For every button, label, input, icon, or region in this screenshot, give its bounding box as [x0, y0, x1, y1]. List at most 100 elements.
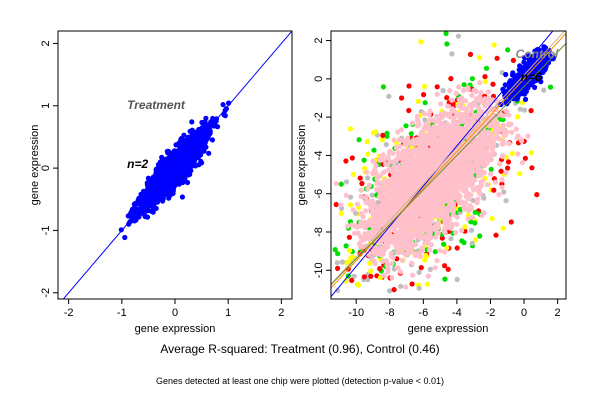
data-point: [493, 232, 499, 238]
data-point: [222, 107, 228, 114]
data-point: [373, 162, 379, 169]
data-point: [473, 96, 480, 102]
data-point: [493, 126, 499, 133]
data-point: [186, 141, 192, 147]
data-point: [477, 185, 483, 191]
x-tick-label: 1: [225, 307, 231, 319]
data-point: [472, 209, 478, 215]
data-point: [394, 245, 401, 251]
data-point: [335, 287, 341, 294]
data-point: [379, 190, 386, 196]
data-point: [465, 125, 471, 132]
data-point: [515, 151, 521, 157]
data-point: [396, 219, 402, 225]
data-point: [398, 224, 404, 230]
data-point: [132, 207, 138, 214]
data-point: [335, 265, 341, 271]
data-point: [395, 250, 401, 256]
data-point: [422, 240, 428, 246]
data-point: [477, 173, 484, 179]
data-point: [132, 200, 138, 206]
data-point: [467, 116, 473, 123]
y-axis-label: gene expression: [29, 125, 41, 206]
data-point: [389, 275, 395, 281]
data-point: [488, 171, 494, 177]
data-point: [440, 134, 446, 140]
data-point: [206, 126, 212, 132]
data-point: [405, 234, 411, 241]
data-point: [477, 136, 483, 142]
data-point: [398, 269, 404, 275]
data-point: [481, 169, 487, 175]
data-point: [434, 114, 440, 120]
data-point: [443, 31, 449, 37]
data-point: [454, 245, 460, 251]
data-point: [338, 181, 344, 187]
data-point: [418, 39, 424, 45]
data-point: [126, 213, 132, 219]
data-point: [432, 265, 438, 271]
data-point: [346, 234, 352, 240]
data-point: [473, 88, 479, 95]
data-point: [397, 143, 403, 150]
data-point: [403, 223, 409, 229]
data-point: [375, 199, 381, 206]
annotation-label: n=2: [127, 157, 148, 171]
data-point: [423, 252, 429, 258]
data-point: [483, 157, 489, 163]
data-point: [442, 219, 448, 225]
data-point: [451, 118, 457, 124]
data-point: [405, 135, 411, 141]
data-point: [469, 240, 475, 246]
data-point: [209, 137, 215, 143]
data-point: [380, 152, 386, 158]
data-point: [386, 167, 392, 173]
data-point: [434, 143, 440, 149]
data-point: [137, 197, 143, 203]
data-point: [485, 89, 491, 95]
data-point: [434, 258, 440, 264]
data-point: [450, 127, 456, 133]
data-point: [399, 95, 405, 101]
data-point: [437, 248, 443, 254]
data-point: [386, 93, 392, 99]
data-point: [491, 42, 497, 48]
data-point: [461, 82, 467, 88]
data-point: [455, 195, 461, 201]
data-point: [467, 102, 473, 108]
data-point: [428, 133, 435, 139]
data-point: [446, 207, 452, 213]
data-point: [457, 154, 463, 160]
data-point: [413, 224, 419, 230]
data-point: [406, 83, 412, 89]
data-point: [496, 192, 502, 198]
data-point: [387, 197, 393, 203]
data-point: [445, 266, 451, 272]
data-point: [500, 122, 506, 128]
data-point: [454, 221, 460, 227]
data-point: [385, 207, 391, 213]
data-point: [201, 122, 207, 128]
data-point: [164, 148, 170, 154]
data-point: [159, 172, 165, 178]
data-point: [363, 208, 369, 214]
data-point: [356, 137, 362, 143]
data-point: [347, 202, 353, 208]
data-point: [347, 248, 353, 254]
data-point: [381, 272, 387, 279]
data-point: [472, 237, 479, 243]
data-point: [464, 106, 470, 112]
data-point: [395, 150, 401, 156]
data-point: [409, 249, 416, 255]
data-point: [406, 107, 412, 114]
data-point: [416, 206, 422, 212]
data-point: [358, 187, 364, 193]
data-point: [401, 163, 407, 169]
data-point: [522, 155, 529, 161]
data-point: [426, 236, 432, 242]
data-point: [338, 210, 344, 216]
data-point: [352, 223, 358, 229]
